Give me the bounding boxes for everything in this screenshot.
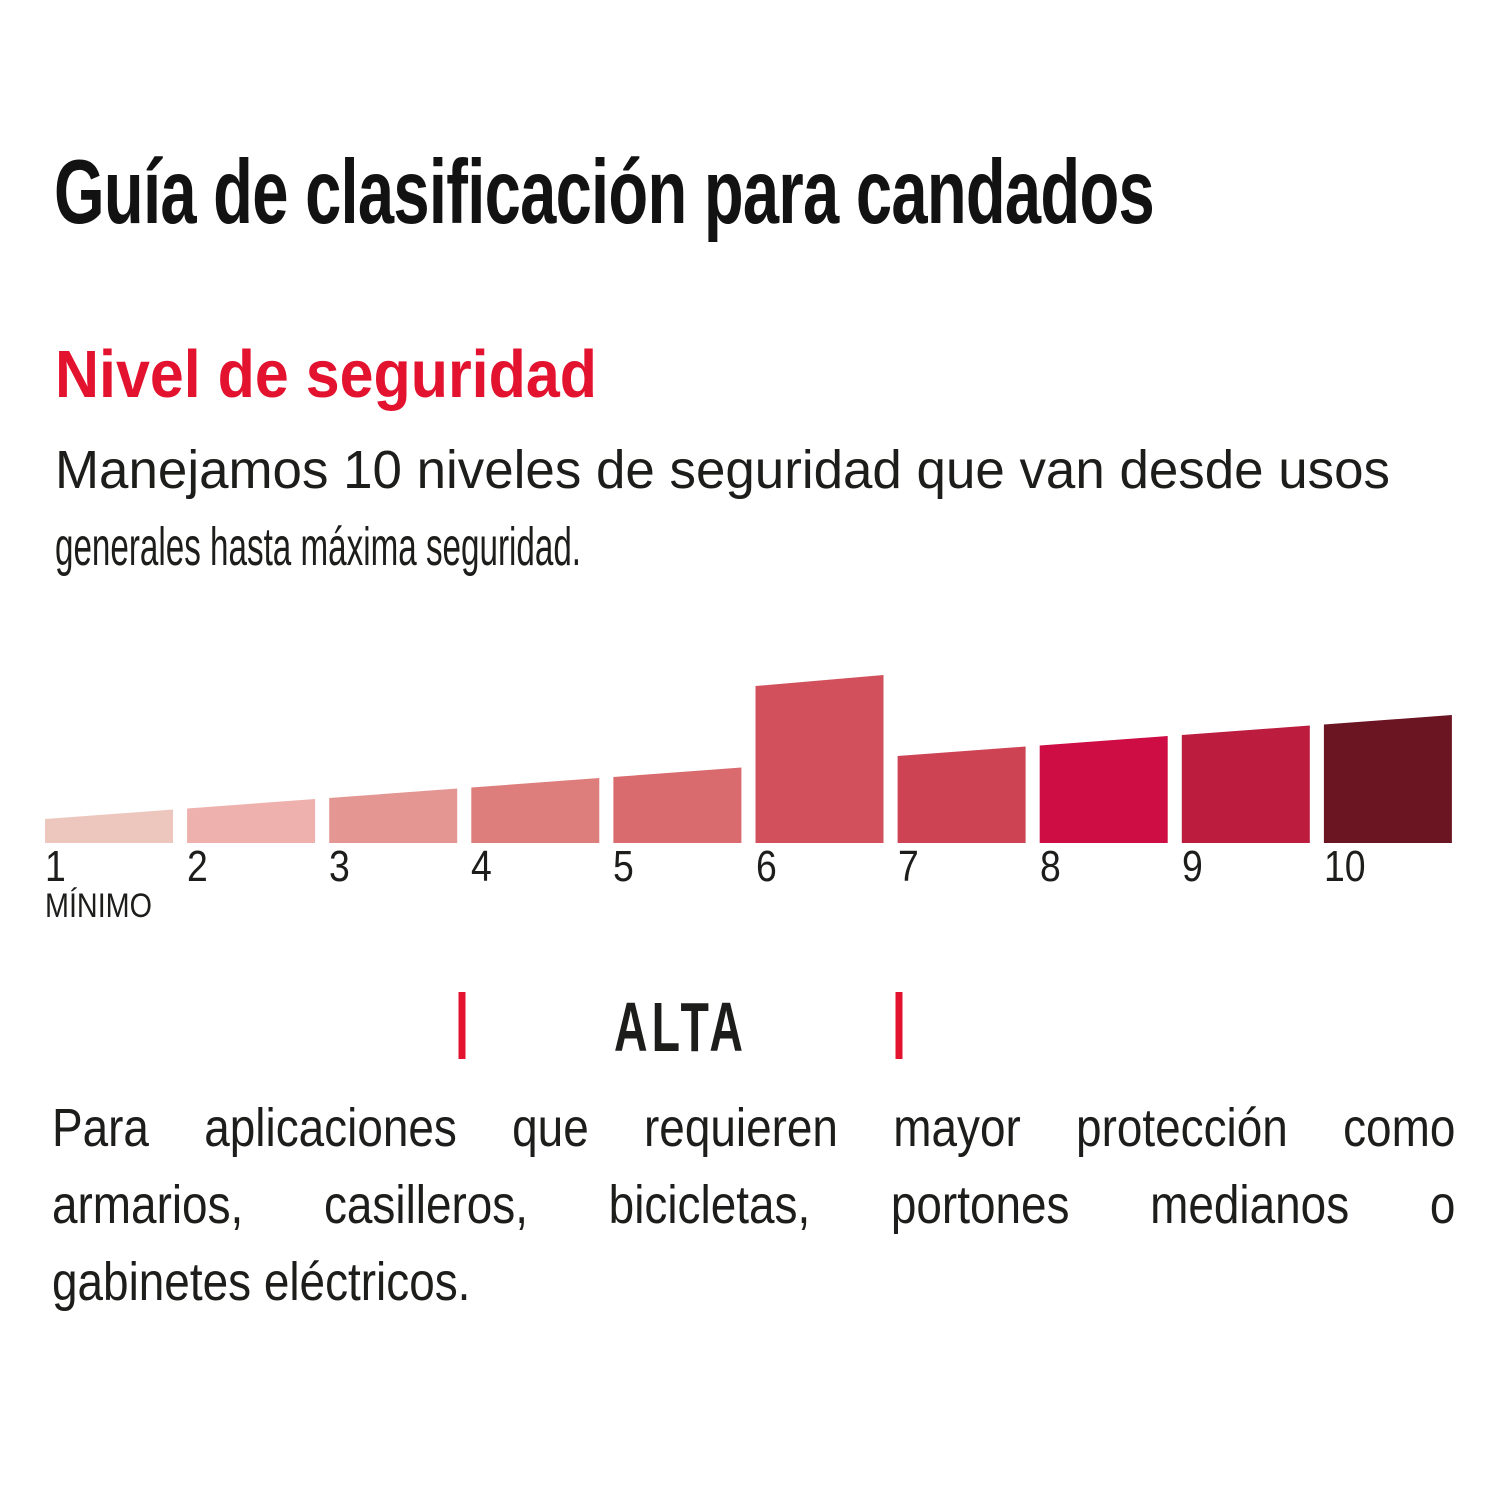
range-description-line-2: armarios, casilleros, bicicletas, porton… [52, 1175, 1456, 1235]
range-description: Para aplicaciones que requieren mayor pr… [52, 1090, 1455, 1321]
security-level-heading: Nivel de seguridad [55, 337, 597, 412]
page-title: Guía de clasificación para candados [54, 142, 1155, 243]
minimum-label: MÍNIMO [45, 887, 152, 925]
level-bar-10 [1323, 715, 1452, 843]
range-description-line-3: gabinetes eléctricos. [52, 1252, 471, 1312]
range-tick-2 [895, 992, 903, 1059]
level-label-7: 7 [897, 842, 919, 891]
level-bar-3 [329, 788, 458, 843]
level-label-10: 10 [1323, 842, 1366, 891]
level-label-9: 9 [1181, 842, 1203, 891]
level-bar-8 [1039, 736, 1168, 843]
level-label-3: 3 [329, 842, 350, 891]
range-label-alta: ALTA [614, 988, 747, 1066]
description-line-2: generales hasta máxima seguridad. [55, 517, 582, 577]
level-label-2: 2 [187, 842, 208, 891]
level-bar-4 [471, 778, 600, 843]
level-bar-9 [1181, 725, 1310, 843]
level-label-8: 8 [1039, 842, 1061, 891]
range-tick-1 [458, 992, 466, 1059]
level-bar-2 [187, 799, 316, 843]
level-bar-7 [897, 746, 1026, 843]
description-line-1: Manejamos 10 niveles de seguridad que va… [55, 440, 1390, 500]
level-bar-5 [613, 767, 742, 843]
level-label-4: 4 [471, 842, 493, 891]
level-label-5: 5 [613, 842, 635, 891]
level-label-1: 1 [45, 842, 66, 891]
security-level-description: Manejamos 10 niveles de seguridad que va… [55, 432, 1418, 586]
level-bar-6 [755, 675, 884, 843]
level-bar-1 [45, 809, 173, 843]
level-label-6: 6 [755, 842, 777, 891]
range-description-line-1: Para aplicaciones que requieren mayor pr… [52, 1098, 1456, 1158]
